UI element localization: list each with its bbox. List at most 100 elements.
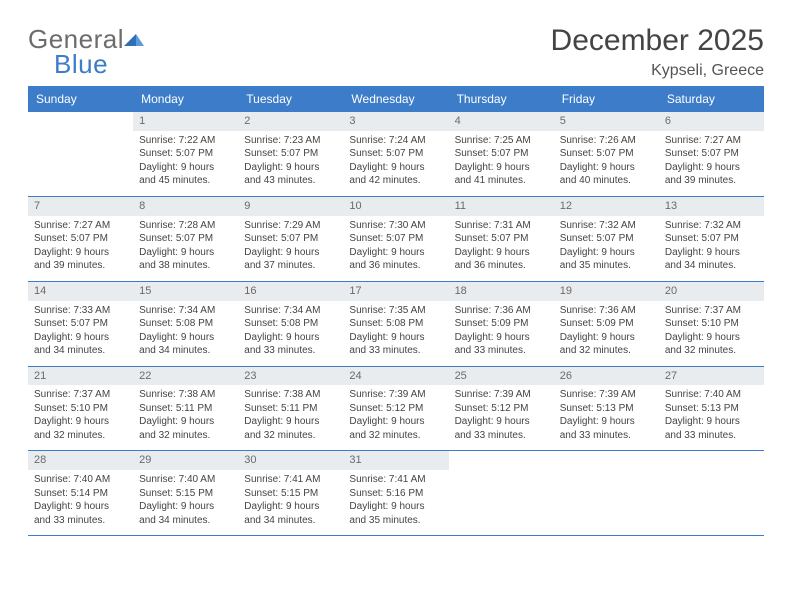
sunrise-text: Sunrise: 7:41 AM — [244, 473, 337, 487]
sunrise-text: Sunrise: 7:35 AM — [349, 304, 442, 318]
sunrise-text: Sunrise: 7:38 AM — [139, 388, 232, 402]
sunset-text: Sunset: 5:07 PM — [244, 147, 337, 161]
day-number: 29 — [133, 451, 238, 470]
title-block: December 2025 Kypseli, Greece — [551, 24, 764, 80]
day-cell: 27Sunrise: 7:40 AMSunset: 5:13 PMDayligh… — [659, 367, 764, 451]
day-header-sun: Sunday — [28, 86, 133, 112]
daylight-text-1: Daylight: 9 hours — [139, 161, 232, 175]
sunrise-text: Sunrise: 7:36 AM — [560, 304, 653, 318]
day-cell — [449, 451, 554, 535]
day-cell: 18Sunrise: 7:36 AMSunset: 5:09 PMDayligh… — [449, 282, 554, 366]
daylight-text-1: Daylight: 9 hours — [244, 331, 337, 345]
sunrise-text: Sunrise: 7:40 AM — [665, 388, 758, 402]
day-cell: 7Sunrise: 7:27 AMSunset: 5:07 PMDaylight… — [28, 197, 133, 281]
sunset-text: Sunset: 5:12 PM — [455, 402, 548, 416]
day-cell: 21Sunrise: 7:37 AMSunset: 5:10 PMDayligh… — [28, 367, 133, 451]
sunset-text: Sunset: 5:12 PM — [349, 402, 442, 416]
location-label: Kypseli, Greece — [551, 62, 764, 80]
sunset-text: Sunset: 5:15 PM — [244, 487, 337, 501]
weeks-container: 1Sunrise: 7:22 AMSunset: 5:07 PMDaylight… — [28, 112, 764, 536]
daylight-text-2: and 33 minutes. — [455, 344, 548, 358]
week-row: 14Sunrise: 7:33 AMSunset: 5:07 PMDayligh… — [28, 282, 764, 367]
day-cell: 12Sunrise: 7:32 AMSunset: 5:07 PMDayligh… — [554, 197, 659, 281]
daylight-text-1: Daylight: 9 hours — [455, 161, 548, 175]
day-cell: 22Sunrise: 7:38 AMSunset: 5:11 PMDayligh… — [133, 367, 238, 451]
daylight-text-2: and 38 minutes. — [139, 259, 232, 273]
sunrise-text: Sunrise: 7:30 AM — [349, 219, 442, 233]
day-cell: 2Sunrise: 7:23 AMSunset: 5:07 PMDaylight… — [238, 112, 343, 196]
day-number: 28 — [28, 451, 133, 470]
day-header-mon: Monday — [133, 86, 238, 112]
day-number: 14 — [28, 282, 133, 301]
sunrise-text: Sunrise: 7:40 AM — [34, 473, 127, 487]
sunset-text: Sunset: 5:10 PM — [665, 317, 758, 331]
day-number: 4 — [449, 112, 554, 131]
day-number: 12 — [554, 197, 659, 216]
day-header-thu: Thursday — [449, 86, 554, 112]
day-cell: 30Sunrise: 7:41 AMSunset: 5:15 PMDayligh… — [238, 451, 343, 535]
day-number: 5 — [554, 112, 659, 131]
daylight-text-2: and 33 minutes. — [455, 429, 548, 443]
day-cell: 16Sunrise: 7:34 AMSunset: 5:08 PMDayligh… — [238, 282, 343, 366]
sunset-text: Sunset: 5:11 PM — [244, 402, 337, 416]
daylight-text-2: and 32 minutes. — [244, 429, 337, 443]
daylight-text-2: and 39 minutes. — [34, 259, 127, 273]
day-cell — [659, 451, 764, 535]
daylight-text-2: and 45 minutes. — [139, 174, 232, 188]
day-number: 30 — [238, 451, 343, 470]
sunset-text: Sunset: 5:08 PM — [139, 317, 232, 331]
daylight-text-2: and 32 minutes. — [560, 344, 653, 358]
day-number: 25 — [449, 367, 554, 386]
sunrise-text: Sunrise: 7:39 AM — [560, 388, 653, 402]
daylight-text-1: Daylight: 9 hours — [665, 161, 758, 175]
sunrise-text: Sunrise: 7:36 AM — [455, 304, 548, 318]
day-number: 18 — [449, 282, 554, 301]
sunrise-text: Sunrise: 7:41 AM — [349, 473, 442, 487]
day-cell: 3Sunrise: 7:24 AMSunset: 5:07 PMDaylight… — [343, 112, 448, 196]
sunrise-text: Sunrise: 7:28 AM — [139, 219, 232, 233]
sunset-text: Sunset: 5:13 PM — [665, 402, 758, 416]
day-number: 16 — [238, 282, 343, 301]
sunset-text: Sunset: 5:15 PM — [139, 487, 232, 501]
day-cell: 4Sunrise: 7:25 AMSunset: 5:07 PMDaylight… — [449, 112, 554, 196]
daylight-text-1: Daylight: 9 hours — [139, 415, 232, 429]
daylight-text-2: and 33 minutes. — [665, 429, 758, 443]
sunset-text: Sunset: 5:08 PM — [244, 317, 337, 331]
sunrise-text: Sunrise: 7:24 AM — [349, 134, 442, 148]
day-number: 10 — [343, 197, 448, 216]
day-cell: 8Sunrise: 7:28 AMSunset: 5:07 PMDaylight… — [133, 197, 238, 281]
sunset-text: Sunset: 5:09 PM — [455, 317, 548, 331]
sunset-text: Sunset: 5:07 PM — [560, 147, 653, 161]
header-row: General Blue December 2025 Kypseli, Gree… — [28, 24, 764, 80]
daylight-text-2: and 32 minutes. — [349, 429, 442, 443]
daylight-text-1: Daylight: 9 hours — [349, 246, 442, 260]
sunset-text: Sunset: 5:07 PM — [455, 232, 548, 246]
sunrise-text: Sunrise: 7:37 AM — [34, 388, 127, 402]
sunrise-text: Sunrise: 7:39 AM — [349, 388, 442, 402]
sunset-text: Sunset: 5:11 PM — [139, 402, 232, 416]
sunrise-text: Sunrise: 7:37 AM — [665, 304, 758, 318]
daylight-text-2: and 34 minutes. — [139, 344, 232, 358]
daylight-text-1: Daylight: 9 hours — [139, 500, 232, 514]
daylight-text-1: Daylight: 9 hours — [34, 415, 127, 429]
daylight-text-1: Daylight: 9 hours — [560, 161, 653, 175]
sunrise-text: Sunrise: 7:26 AM — [560, 134, 653, 148]
day-cell: 11Sunrise: 7:31 AMSunset: 5:07 PMDayligh… — [449, 197, 554, 281]
daylight-text-2: and 40 minutes. — [560, 174, 653, 188]
sunset-text: Sunset: 5:16 PM — [349, 487, 442, 501]
day-cell: 15Sunrise: 7:34 AMSunset: 5:08 PMDayligh… — [133, 282, 238, 366]
day-cell: 23Sunrise: 7:38 AMSunset: 5:11 PMDayligh… — [238, 367, 343, 451]
sunrise-text: Sunrise: 7:27 AM — [665, 134, 758, 148]
daylight-text-1: Daylight: 9 hours — [34, 246, 127, 260]
daylight-text-2: and 42 minutes. — [349, 174, 442, 188]
day-number: 23 — [238, 367, 343, 386]
day-cell: 24Sunrise: 7:39 AMSunset: 5:12 PMDayligh… — [343, 367, 448, 451]
day-cell: 10Sunrise: 7:30 AMSunset: 5:07 PMDayligh… — [343, 197, 448, 281]
day-number: 26 — [554, 367, 659, 386]
day-number: 8 — [133, 197, 238, 216]
daylight-text-2: and 43 minutes. — [244, 174, 337, 188]
day-number: 17 — [343, 282, 448, 301]
sunrise-text: Sunrise: 7:39 AM — [455, 388, 548, 402]
day-number: 11 — [449, 197, 554, 216]
daylight-text-1: Daylight: 9 hours — [455, 415, 548, 429]
